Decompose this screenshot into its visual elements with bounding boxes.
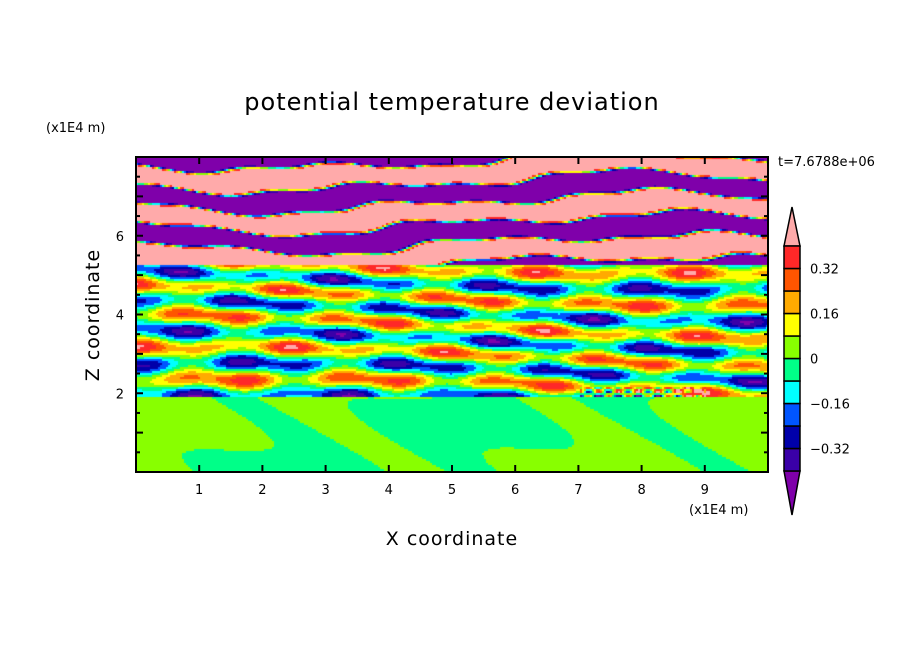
chart-title: potential temperature deviation <box>244 88 660 116</box>
colorbar-box <box>783 447 801 472</box>
colorbar-tick-label: 0.16 <box>810 308 839 323</box>
colorbar-box <box>783 290 801 315</box>
colorbar-box <box>783 335 801 360</box>
x-tick-label: 3 <box>321 483 329 498</box>
colorbar-tick-label: −0.16 <box>810 398 850 413</box>
colorbar-tick-label: −0.32 <box>810 443 850 458</box>
colorbar-tick-label: 0 <box>810 353 818 368</box>
x-tick-label: 7 <box>574 483 582 498</box>
x-tick-label: 6 <box>511 483 519 498</box>
x-axis-label: X coordinate <box>385 528 519 550</box>
x-tick-label: 5 <box>448 483 456 498</box>
colorbar-box <box>783 402 801 427</box>
time-label: t=7.6788e+06 <box>778 155 875 170</box>
x-tick-label: 1 <box>195 483 203 498</box>
colorbar-box <box>783 312 801 337</box>
x-tick-label: 8 <box>637 483 645 498</box>
contour-field <box>136 157 768 472</box>
colorbar-box <box>783 245 801 270</box>
y-tick-label: 4 <box>116 309 124 324</box>
colorbar-box <box>783 357 801 382</box>
x-axis-unit: (x1E4 m) <box>689 503 749 518</box>
x-tick-label: 2 <box>258 483 266 498</box>
y-axis-unit: (x1E4 m) <box>46 121 106 136</box>
colorbar-extend-high <box>783 206 801 247</box>
plot-frame <box>135 156 769 473</box>
x-tick-label: 9 <box>701 483 709 498</box>
x-tick-label: 4 <box>385 483 393 498</box>
colorbar-extend-low <box>783 470 801 516</box>
colorbar-box <box>783 267 801 292</box>
colorbar-box <box>783 380 801 405</box>
colorbar-box <box>783 425 801 450</box>
colorbar-tick-label: 0.32 <box>810 263 839 278</box>
y-tick-label: 6 <box>116 230 124 245</box>
y-tick-label: 2 <box>116 387 124 402</box>
